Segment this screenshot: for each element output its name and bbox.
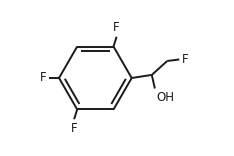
- Text: F: F: [182, 53, 188, 66]
- Text: F: F: [40, 71, 47, 85]
- Text: F: F: [113, 21, 120, 34]
- Text: F: F: [71, 122, 77, 135]
- Text: OH: OH: [156, 91, 174, 104]
